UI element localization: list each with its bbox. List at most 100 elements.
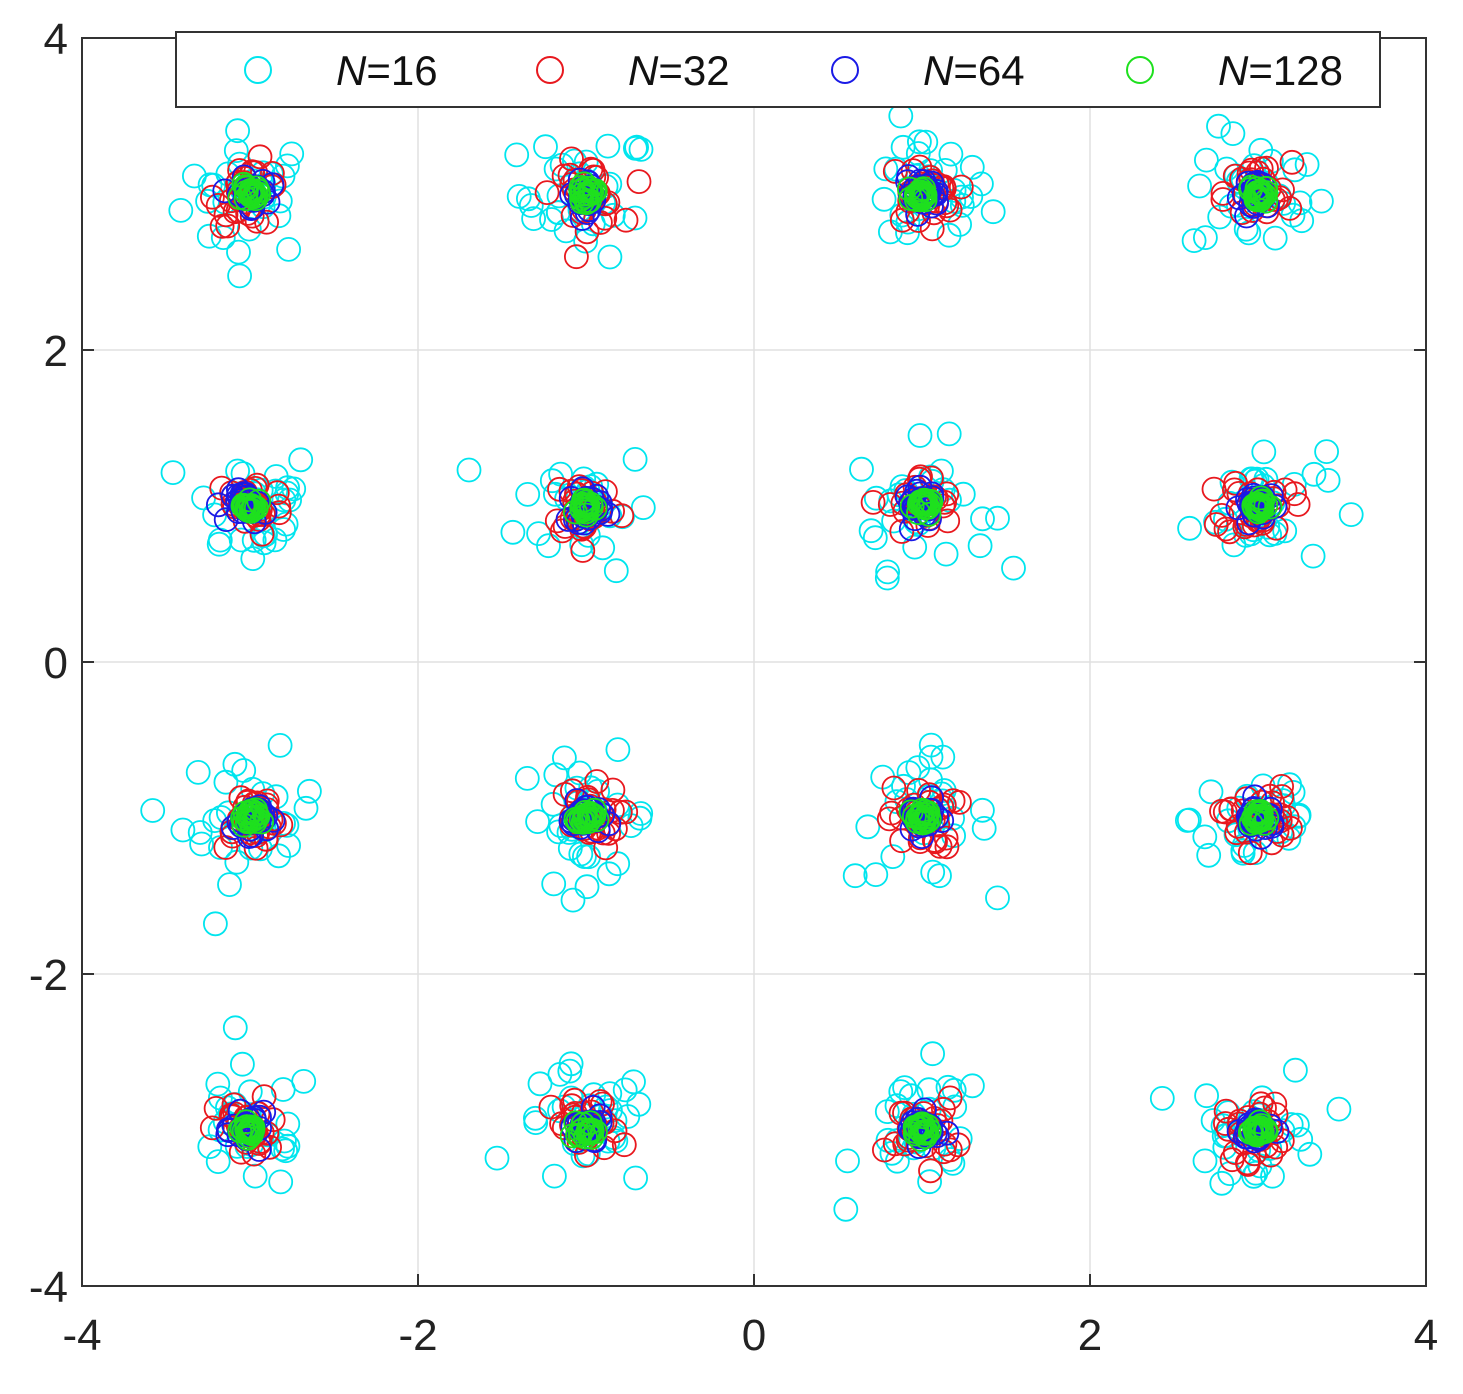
x-tick-label: -4 <box>62 1311 101 1360</box>
point-N=16-cluster-14 <box>892 1075 917 1100</box>
point-N=16-cluster-3 <box>1187 173 1212 199</box>
point-N=16-cluster-14 <box>960 1073 985 1099</box>
point-N=16-cluster-8 <box>267 733 293 758</box>
point-N=16-cluster-10 <box>971 816 997 841</box>
point-N=16-cluster-5 <box>543 481 568 507</box>
point-N=64-cluster-6 <box>898 490 923 516</box>
point-N=16-cluster-6 <box>967 533 993 559</box>
point-N=16-cluster-0 <box>226 239 251 265</box>
axis-ticks <box>81 37 1427 1287</box>
point-N=16-cluster-9 <box>605 851 631 877</box>
point-N=16-cluster-6 <box>970 506 995 532</box>
x-tick-label: 2 <box>1078 1311 1102 1360</box>
point-N=32-cluster-0 <box>215 213 241 239</box>
point-N=16-cluster-6 <box>875 559 900 585</box>
point-N=16-cluster-12 <box>222 1015 248 1041</box>
point-N=32-cluster-6 <box>889 519 915 544</box>
point-N=32-cluster-9 <box>552 782 578 807</box>
point-N=16-cluster-5 <box>622 446 648 472</box>
point-N=16-cluster-15 <box>1326 1096 1352 1122</box>
point-N=16-cluster-6 <box>863 485 889 511</box>
point-N=128-cluster-4 <box>232 493 258 519</box>
point-N=128-cluster-5 <box>572 497 597 523</box>
point-N=16-cluster-10 <box>920 859 946 885</box>
point-N=32-cluster-15 <box>1219 1147 1245 1173</box>
y-tick-label: 2 <box>44 327 68 376</box>
point-N=16-cluster-10 <box>970 797 995 823</box>
point-N=16-cluster-15 <box>1209 1170 1235 1196</box>
point-N=16-cluster-4 <box>206 531 232 557</box>
point-N=16-cluster-6 <box>849 456 874 482</box>
legend-label-N=128: N=128 <box>1218 47 1343 94</box>
point-N=128-cluster-14 <box>912 1124 938 1149</box>
point-N=16-cluster-8 <box>238 835 264 861</box>
point-N=16-cluster-8 <box>213 769 239 795</box>
point-N=32-cluster-6 <box>860 489 886 515</box>
point-N=16-cluster-8 <box>189 831 215 857</box>
point-N=128-cluster-9 <box>565 807 591 833</box>
point-N=32-cluster-6 <box>935 508 961 534</box>
point-N=16-cluster-9 <box>628 801 654 826</box>
point-N=16-cluster-2 <box>905 141 931 166</box>
point-N=16-cluster-1 <box>521 206 546 232</box>
point-N=16-cluster-0 <box>225 118 251 144</box>
point-N=16-cluster-10 <box>891 773 916 799</box>
point-N=128-cluster-14 <box>908 1127 933 1152</box>
y-tick-label: 0 <box>44 639 68 688</box>
point-N=16-cluster-7 <box>1315 467 1341 493</box>
point-N=16-cluster-15 <box>1260 1163 1285 1189</box>
point-N=16-cluster-12 <box>268 1169 294 1195</box>
point-N=32-cluster-14 <box>931 1096 956 1122</box>
point-N=16-cluster-1 <box>595 133 621 159</box>
point-N=16-cluster-14 <box>916 1077 942 1103</box>
point-N=128-cluster-5 <box>562 499 588 525</box>
y-tick-label: -4 <box>29 1263 68 1312</box>
point-N=32-cluster-13 <box>611 1132 637 1158</box>
point-N=128-cluster-1 <box>570 177 595 203</box>
point-N=128-cluster-12 <box>234 1117 260 1142</box>
point-N=16-cluster-3 <box>1309 188 1334 214</box>
point-N=16-cluster-8 <box>293 795 319 821</box>
point-N=16-cluster-6 <box>902 534 928 560</box>
point-N=16-cluster-6 <box>862 525 888 551</box>
point-N=16-cluster-10 <box>855 814 881 840</box>
point-N=16-cluster-14 <box>874 1099 900 1124</box>
point-N=16-cluster-1 <box>506 183 532 209</box>
point-N=16-cluster-7 <box>1251 439 1277 465</box>
point-N=16-cluster-4 <box>160 460 186 486</box>
legend-marker-N=128 <box>1126 56 1154 84</box>
point-N=32-cluster-0 <box>199 184 225 210</box>
point-N=128-cluster-15 <box>1247 1120 1272 1146</box>
series-N=128 <box>227 171 1283 1152</box>
point-N=32-cluster-3 <box>1279 149 1305 175</box>
point-N=16-cluster-9 <box>541 871 567 897</box>
point-N=32-cluster-12 <box>221 1092 247 1118</box>
y-tick-label: -2 <box>29 951 68 1000</box>
point-N=16-cluster-13 <box>623 1165 648 1191</box>
point-N=128-cluster-9 <box>572 807 598 832</box>
point-N=16-cluster-11 <box>1192 824 1218 850</box>
point-N=16-cluster-15 <box>1194 1083 1219 1109</box>
point-N=16-cluster-15 <box>1149 1086 1175 1111</box>
point-N=128-cluster-2 <box>897 176 922 202</box>
point-N=16-cluster-12 <box>271 1128 297 1154</box>
x-axis-tick-labels: -4 -2 0 2 4 <box>62 1311 1438 1360</box>
point-N=16-cluster-14 <box>888 1079 914 1104</box>
point-N=32-cluster-0 <box>247 144 273 170</box>
point-N=16-cluster-12 <box>229 1051 255 1077</box>
point-N=16-cluster-2 <box>873 156 899 182</box>
point-N=128-cluster-3 <box>1253 188 1279 214</box>
point-N=128-cluster-6 <box>908 489 934 515</box>
point-N=16-cluster-9 <box>574 874 600 900</box>
grid-lines <box>82 38 1426 1286</box>
point-N=16-cluster-0 <box>223 138 249 164</box>
point-N=32-cluster-2 <box>948 174 974 200</box>
point-N=16-cluster-11 <box>1286 802 1312 828</box>
point-N=16-cluster-10 <box>880 844 906 869</box>
point-N=16-cluster-13 <box>547 1062 573 1087</box>
point-N=128-cluster-2 <box>898 186 924 212</box>
point-N=16-cluster-7 <box>1338 502 1364 527</box>
point-N=16-cluster-8 <box>266 843 292 869</box>
point-N=16-cluster-10 <box>863 862 889 887</box>
